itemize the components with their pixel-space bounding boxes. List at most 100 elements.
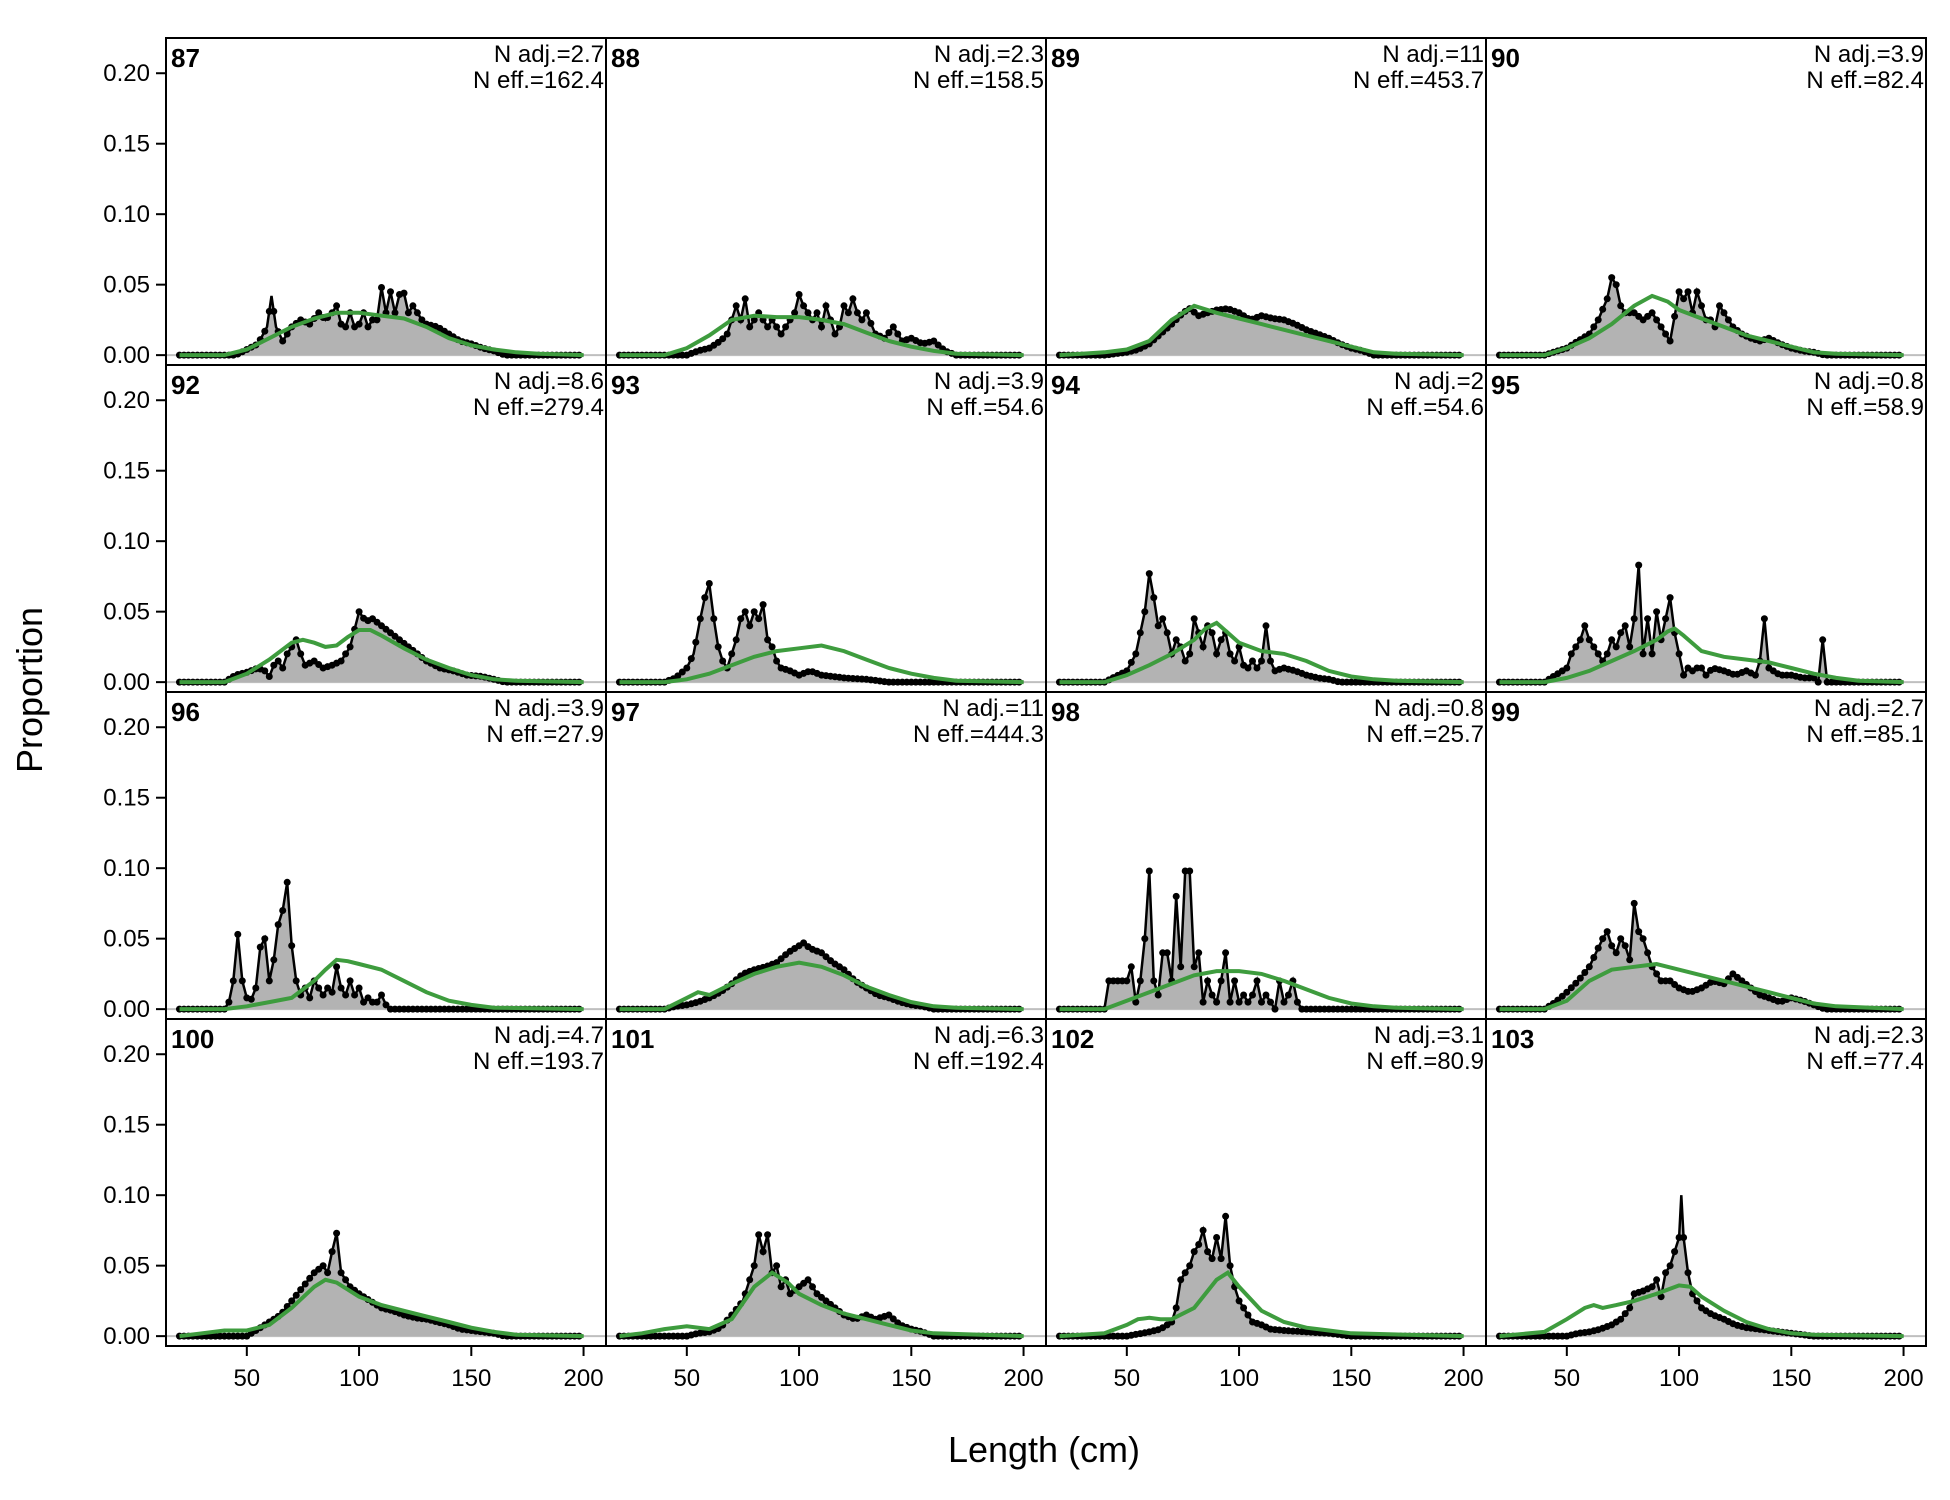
n-adj-label: N adj.=11 bbox=[942, 695, 1044, 722]
observed-point bbox=[283, 650, 291, 658]
observed-point bbox=[373, 998, 381, 1006]
n-adj-label: N adj.=3.9 bbox=[934, 368, 1044, 395]
observed-point bbox=[1172, 892, 1180, 900]
observed-point bbox=[252, 984, 260, 992]
observed-point bbox=[1190, 1248, 1198, 1256]
x-tick-label: 150 bbox=[1771, 1365, 1811, 1392]
panel-97: 97 N adj.=11N eff.=444.3 bbox=[605, 691, 1047, 1020]
observed-point bbox=[279, 907, 287, 914]
y-tick-label: 0.05 bbox=[103, 1253, 150, 1280]
observed-point bbox=[1666, 1262, 1674, 1270]
observed-point bbox=[1653, 970, 1661, 978]
observed-point bbox=[382, 1001, 390, 1009]
observed-point bbox=[319, 991, 327, 999]
observed-point bbox=[853, 309, 861, 317]
observed-point bbox=[234, 930, 242, 938]
observed-point bbox=[1639, 650, 1647, 658]
observed-point bbox=[1648, 1283, 1656, 1291]
observed-point bbox=[692, 638, 700, 646]
x-tick-label: 150 bbox=[451, 1365, 491, 1392]
observed-point bbox=[1159, 615, 1167, 623]
observed-area bbox=[619, 294, 1024, 356]
expected-line bbox=[1499, 293, 1904, 358]
observed-area bbox=[1059, 308, 1464, 356]
observed-point bbox=[777, 330, 785, 338]
observed-point bbox=[755, 1231, 763, 1239]
panel-label: 101 bbox=[611, 1024, 654, 1054]
observed-point bbox=[270, 307, 278, 315]
panel-label: 100 bbox=[171, 1024, 214, 1054]
observed-point bbox=[732, 302, 740, 310]
panel-95: 95 N adj.=0.8N eff.=58.9 bbox=[1485, 364, 1927, 693]
observed-point bbox=[1195, 1241, 1203, 1248]
observed-point bbox=[1213, 650, 1221, 658]
observed-point bbox=[1145, 570, 1153, 578]
observed-point bbox=[364, 994, 372, 1002]
expected-line bbox=[1499, 1283, 1904, 1339]
n-eff-label: N eff.=158.5 bbox=[913, 67, 1044, 94]
observed-point bbox=[800, 302, 808, 310]
observed-point bbox=[1603, 295, 1611, 303]
x-axis-ticks: 50 100 150 200 bbox=[1046, 1345, 1486, 1392]
panel-label: 87 bbox=[171, 43, 200, 73]
observed-point bbox=[1249, 657, 1256, 665]
observed-point bbox=[1666, 594, 1674, 602]
observed-point bbox=[261, 667, 269, 675]
n-adj-label: N adj.=2.3 bbox=[934, 41, 1044, 68]
observed-point bbox=[328, 988, 336, 996]
observed-point bbox=[1648, 309, 1656, 317]
observed-point bbox=[1671, 1248, 1679, 1256]
observed-point bbox=[764, 323, 772, 331]
y-tick-label: 0.20 bbox=[103, 387, 150, 414]
x-tick-label: 200 bbox=[564, 1365, 604, 1392]
observed-point bbox=[1231, 657, 1239, 665]
observed-area bbox=[1499, 903, 1904, 1010]
observed-area bbox=[1499, 277, 1904, 356]
n-adj-label: N adj.=11 bbox=[1382, 41, 1484, 68]
observed-point bbox=[1639, 935, 1647, 943]
observed-point bbox=[1662, 1269, 1670, 1277]
observed-point bbox=[1186, 867, 1194, 875]
observed-point bbox=[710, 615, 718, 623]
n-adj-label: N adj.=0.8 bbox=[1374, 695, 1484, 722]
observed-point bbox=[265, 673, 273, 680]
observed-point bbox=[1190, 615, 1198, 623]
observed-point bbox=[1563, 988, 1571, 996]
observed-point bbox=[1150, 594, 1158, 602]
observed-point bbox=[1244, 998, 1252, 1006]
observed-point bbox=[741, 608, 749, 616]
observed-point bbox=[831, 330, 839, 338]
observed-point bbox=[1127, 963, 1135, 971]
observed-point bbox=[1684, 288, 1692, 296]
observed-point bbox=[297, 650, 305, 658]
observed-point bbox=[1150, 977, 1158, 985]
y-tick-label: 0.20 bbox=[103, 60, 150, 87]
y-tick-label: 0.00 bbox=[103, 669, 150, 696]
y-axis-title: Proportion bbox=[9, 607, 50, 773]
observed-point bbox=[1253, 977, 1261, 985]
y-tick-label: 0.05 bbox=[103, 272, 150, 299]
observed-point bbox=[292, 977, 300, 985]
observed-point bbox=[1217, 977, 1225, 985]
observed-point bbox=[867, 319, 875, 327]
observed-point bbox=[1653, 608, 1661, 616]
x-tick-label: 50 bbox=[673, 1365, 700, 1392]
observed-point bbox=[764, 1231, 772, 1239]
observed-point bbox=[378, 284, 385, 291]
observed-point bbox=[1612, 281, 1620, 289]
observed-point bbox=[1262, 622, 1270, 630]
panel-label: 96 bbox=[171, 697, 200, 727]
observed-point bbox=[1617, 629, 1625, 637]
observed-point bbox=[1199, 643, 1207, 651]
observed-point bbox=[306, 1274, 314, 1282]
y-axis-ticks: 0.00 0.05 0.10 0.15 0.20 bbox=[103, 387, 166, 696]
observed-point bbox=[1576, 636, 1584, 644]
observed-point bbox=[1567, 650, 1575, 658]
panel-93: 93 N adj.=3.9N eff.=54.6 bbox=[605, 364, 1047, 693]
expected-line bbox=[1499, 961, 1904, 1012]
observed-point bbox=[746, 323, 754, 331]
observed-point bbox=[1814, 678, 1822, 686]
observed-point bbox=[274, 921, 282, 929]
expected-line bbox=[619, 643, 1024, 685]
observed-point bbox=[1181, 657, 1189, 665]
